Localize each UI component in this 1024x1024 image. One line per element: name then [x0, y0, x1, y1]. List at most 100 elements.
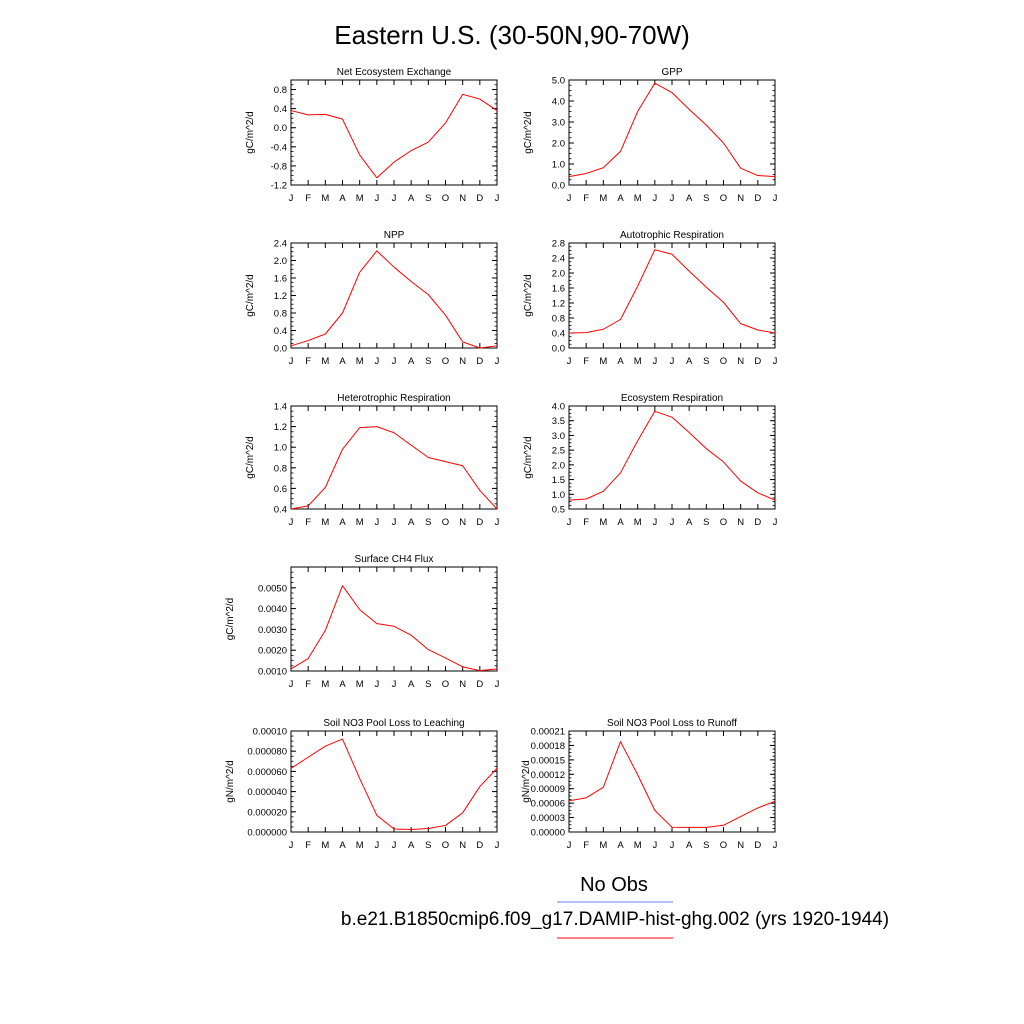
x-tick-label: S [425, 679, 431, 690]
panel-net-ecosystem-exchange: Net Ecosystem Exchange gC/m^2/d -1.2 -0.8 -0… [245, 67, 500, 204]
y-tick-label: 0.000080 [247, 747, 287, 758]
x-tick-label: N [459, 193, 466, 204]
x-tick-label: D [754, 356, 761, 367]
x-tick-label: J [773, 193, 778, 204]
x-tick-label: J [289, 193, 294, 204]
x-tick-label: S [703, 517, 709, 528]
x-tick-label: A [686, 840, 693, 851]
x-tick-label: D [476, 356, 483, 367]
x-tick-label: M [356, 517, 364, 528]
y-tick-label: 1.0 [552, 160, 565, 171]
figure-title: Eastern U.S. (30-50N,90-70W) [334, 20, 689, 50]
y-tick-label: 2.0 [274, 256, 287, 267]
x-tick-label: M [321, 356, 329, 367]
x-tick-label: J [567, 517, 572, 528]
y-tick-label: 0.000020 [247, 807, 287, 818]
x-tick-label: A [408, 193, 415, 204]
x-tick-label: N [459, 517, 466, 528]
y-tick-label: 2.5 [552, 446, 565, 457]
x-tick-label: O [442, 356, 449, 367]
x-tick-label: D [754, 193, 761, 204]
y-axis-label: gC/m^2/d [245, 436, 256, 479]
y-tick-label: 2.4 [552, 254, 565, 265]
panel-surface-ch4-flux: Surface CH4 Flux gC/m^2/d 0.0010 0.0020 0.00… [225, 554, 500, 690]
y-tick-label: -0.4 [271, 142, 287, 153]
y-tick-label: 0.4 [274, 505, 287, 516]
y-tick-label: 2.4 [274, 239, 287, 250]
x-tick-label: J [652, 193, 657, 204]
x-tick-label: J [392, 679, 397, 690]
panel-title: Net Ecosystem Exchange [337, 67, 452, 78]
x-tick-label: M [321, 679, 329, 690]
x-tick-label: A [408, 356, 415, 367]
x-tick-label: J [289, 356, 294, 367]
y-tick-label: 0.00009 [531, 784, 565, 795]
x-tick-label: S [703, 840, 709, 851]
plot-frame [568, 242, 776, 349]
x-tick-label: M [599, 840, 607, 851]
series-line [568, 410, 776, 501]
y-tick-label: 1.0 [274, 443, 287, 454]
x-tick-label: A [686, 356, 693, 367]
x-tick-label: S [703, 356, 709, 367]
x-tick-label: M [634, 517, 642, 528]
y-tick-label: 2.8 [552, 239, 565, 250]
y-tick-label: 0.00000 [531, 828, 565, 839]
x-tick-label: A [408, 679, 415, 690]
x-tick-label: A [339, 840, 346, 851]
x-tick-label: A [617, 840, 624, 851]
x-tick-label: J [392, 356, 397, 367]
x-tick-label: S [425, 193, 431, 204]
series-line [568, 82, 776, 178]
x-tick-label: J [374, 517, 379, 528]
x-tick-label: F [583, 193, 589, 204]
series-line [290, 426, 498, 510]
x-tick-label: A [339, 193, 346, 204]
y-tick-label: 2.0 [552, 269, 565, 280]
panel-soil-no3-pool-loss-to-runoff: Soil NO3 Pool Loss to RunoffgN/m^2/d0.00… [521, 718, 778, 851]
y-tick-label: 0.0 [274, 344, 287, 355]
x-tick-label: N [737, 193, 744, 204]
x-tick-label: D [476, 193, 483, 204]
x-tick-label: A [339, 356, 346, 367]
y-tick-label: 0.8 [274, 85, 287, 96]
panel-title: Ecosystem Respiration [621, 393, 723, 404]
x-tick-label: D [476, 517, 483, 528]
x-tick-label: J [392, 193, 397, 204]
x-tick-label: N [737, 840, 744, 851]
x-tick-label: J [567, 193, 572, 204]
x-tick-label: A [617, 517, 624, 528]
x-tick-label: J [392, 517, 397, 528]
x-tick-label: F [305, 193, 311, 204]
panel-title: GPP [661, 67, 682, 78]
y-tick-label: 0.0040 [258, 604, 287, 615]
series-line [568, 249, 776, 334]
y-tick-label: 0.0 [274, 123, 287, 134]
x-tick-label: D [476, 840, 483, 851]
x-tick-label: M [634, 356, 642, 367]
y-tick-label: 1.2 [552, 299, 565, 310]
case-legend-label: b.e21.B1850cmip6.f09_g17.DAMIP-hist-ghg.… [341, 909, 889, 930]
panel-title: Heterotrophic Respiration [337, 393, 450, 404]
y-tick-label: 0.000000 [247, 828, 287, 839]
y-tick-label: 0.8 [274, 309, 287, 320]
x-tick-label: J [567, 356, 572, 367]
y-tick-label: 0.00010 [253, 727, 287, 738]
series-line [290, 250, 498, 349]
plot-frame [568, 730, 776, 833]
x-tick-label: D [476, 679, 483, 690]
x-tick-label: J [289, 840, 294, 851]
y-tick-label: 0.8 [552, 314, 565, 325]
x-tick-label: S [425, 356, 431, 367]
series-line [568, 741, 776, 828]
x-tick-label: M [599, 193, 607, 204]
x-tick-label: M [356, 840, 364, 851]
x-tick-label: A [339, 679, 346, 690]
legend: No Obs b.e21.B1850cmip6.f09_g17.DAMIP-hi… [341, 874, 889, 939]
series-line [290, 93, 498, 179]
x-tick-label: J [495, 193, 500, 204]
y-tick-label: 0.6 [274, 484, 287, 495]
x-tick-label: F [305, 679, 311, 690]
